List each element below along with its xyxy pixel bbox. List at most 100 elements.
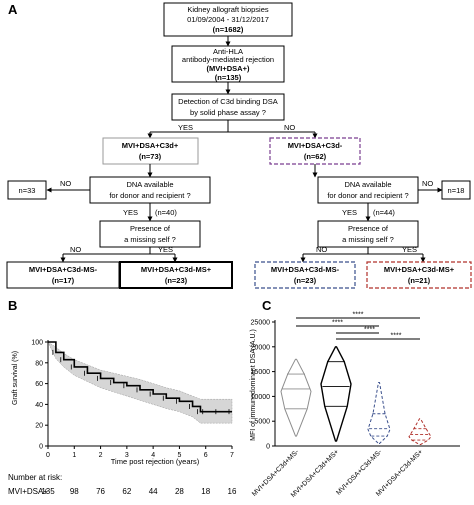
number-at-risk-row-label: MVI+DSA+ — [8, 487, 48, 496]
km-x-tick-label: 2 — [99, 452, 103, 459]
violin-category-label: MVI+DSA+C3d-MS+ — [375, 448, 424, 497]
km-plot: 0 20 40 60 80 100 0 1 2 3 4 5 6 7 — [31, 340, 234, 460]
box-biopsies-line2: 01/09/2004 - 31/12/2017 — [187, 15, 269, 24]
box-excluded-right — [441, 180, 471, 200]
significance-stars: **** — [332, 320, 343, 327]
violin-ylabel: MFI of immunodominant DSA (A.U.) — [250, 329, 257, 441]
label-yes-dna-left-n: (n=40) — [155, 208, 177, 217]
km-x-tick-label: 7 — [230, 452, 234, 459]
box-outcome-left-ms-neg-label: MVI+DSA+C3d-MS- — [29, 265, 98, 274]
km-x-tick-label: 1 — [72, 452, 76, 459]
number-at-risk-value: 18 — [201, 487, 210, 496]
box-biopsies-line1: Kidney allograft biopsies — [187, 5, 269, 14]
box-missing-right — [317, 220, 419, 248]
box-c3d-assay — [171, 93, 285, 121]
box-biopsies-n: (n=1682) — [213, 25, 244, 34]
violin-category-label: MVI+DSA+C3d-MS- — [335, 448, 383, 496]
label-no-dna-right: NO — [422, 179, 433, 188]
box-outcome-left-ms-pos-n: (n=23) — [165, 276, 188, 285]
box-dna-left-line2: for donor and recipient ? — [109, 191, 190, 200]
number-at-risk-value: 98 — [70, 487, 79, 496]
box-outcome-right-ms-pos-label: MVI+DSA+C3d-MS+ — [384, 265, 455, 274]
km-y-tick-label: 60 — [35, 381, 43, 388]
label-yes-c3d: YES — [178, 123, 193, 132]
violin-y-tick-label: 15000 — [251, 369, 271, 376]
box-biopsies — [163, 2, 293, 37]
box-amr-n: (n=135) — [215, 73, 242, 82]
km-y-tick-label: 20 — [35, 423, 43, 430]
violin-y-tick-label: 20000 — [251, 344, 271, 351]
label-no-ms-left: NO — [70, 245, 81, 254]
box-c3d-negative-label: MVI+DSA+C3d- — [288, 141, 343, 150]
number-at-risk-value: 76 — [96, 487, 105, 496]
label-yes-dna-right-n: (n=44) — [373, 208, 395, 217]
panel-c: C MFI of immunodominant DSA (A.U.) 0 5000… — [250, 298, 460, 499]
box-c3d-line2: by solid phase assay ? — [190, 108, 266, 117]
km-y-tick-label: 80 — [35, 360, 43, 367]
box-outcome-right-ms-neg-label: MVI+DSA+C3d-MS- — [271, 265, 340, 274]
box-missing-right-line2: a missing self ? — [342, 235, 394, 244]
number-at-risk-value: 135 — [41, 487, 55, 496]
box-dna-left-line1: DNA available — [126, 180, 173, 189]
panel-b: B Graft survival (%) Time post rejection… — [8, 298, 237, 496]
box-excluded-left-n: n=33 — [19, 186, 36, 195]
box-dna-right-line1: DNA available — [344, 180, 391, 189]
box-outcome-left-ms-pos-label: MVI+DSA+C3d-MS+ — [141, 265, 212, 274]
violin-plot: 0500010000150002000025000MVI+DSA+C3d+MS-… — [251, 312, 460, 499]
panel-a: A Kidney allograft biopsies 01/09/2004 -… — [6, 2, 472, 289]
label-no-ms-right: NO — [316, 245, 327, 254]
box-c3d-negative — [269, 137, 361, 165]
panel-b-label: B — [8, 298, 17, 313]
violin-y-tick-label: 5000 — [254, 419, 270, 426]
box-c3d-positive — [102, 137, 199, 165]
panel-c-label: C — [262, 298, 272, 313]
box-outcome-left-ms-pos — [119, 261, 233, 289]
box-dna-right-line2: for donor and recipient ? — [327, 191, 408, 200]
km-x-tick-label: 4 — [151, 452, 155, 459]
violin-y-tick-label: 0 — [266, 444, 270, 451]
km-x-tick-label: 0 — [46, 452, 50, 459]
violin-y-tick-label: 25000 — [251, 320, 271, 327]
label-yes-ms-left: YES — [158, 245, 173, 254]
km-y-tick-label: 40 — [35, 402, 43, 409]
label-no-dna-left: NO — [60, 179, 71, 188]
violin-shape — [280, 358, 312, 437]
box-missing-right-line1: Presence of — [348, 224, 389, 233]
box-amr-line1: Anti-HLA — [213, 47, 243, 56]
km-survival-curve — [48, 341, 232, 413]
violin-shape — [320, 346, 352, 442]
panel-a-label: A — [8, 2, 18, 17]
box-missing-left-line1: Presence of — [130, 224, 171, 233]
number-at-risk-value: 28 — [175, 487, 184, 496]
number-at-risk-value: 16 — [228, 487, 237, 496]
box-c3d-negative-n: (n=62) — [304, 152, 327, 161]
number-at-risk-title: Number at risk: — [8, 473, 62, 482]
number-at-risk-value: 62 — [122, 487, 131, 496]
number-at-risk-value: 44 — [149, 487, 158, 496]
violin-shape — [367, 382, 391, 445]
significance-stars: **** — [391, 333, 402, 340]
violin-shape — [408, 418, 432, 446]
number-at-risk-values: 135 98 76 62 44 28 18 16 — [41, 487, 237, 496]
box-c3d-positive-n: (n=73) — [139, 152, 162, 161]
box-outcome-right-ms-neg — [254, 261, 356, 289]
box-outcome-right-ms-pos-n: (n=21) — [408, 276, 431, 285]
box-amr — [171, 45, 285, 83]
significance-stars: **** — [364, 327, 375, 334]
km-y-tick-label: 0 — [39, 444, 43, 451]
box-missing-left — [99, 220, 201, 248]
km-x-tick-label: 6 — [204, 452, 208, 459]
box-missing-left-line2: a missing self ? — [124, 235, 176, 244]
km-ylabel: Graft survival (%) — [12, 351, 19, 405]
km-x-tick-label: 3 — [125, 452, 129, 459]
box-c3d-positive-label: MVI+DSA+C3d+ — [122, 141, 179, 150]
significance-stars: **** — [353, 312, 364, 319]
box-c3d-line1: Detection of C3d binding DSA — [178, 97, 278, 106]
km-y-tick-label: 100 — [31, 340, 43, 347]
label-yes-dna-right: YES — [342, 208, 357, 217]
box-excluded-left — [7, 180, 47, 200]
km-x-tick-label: 5 — [177, 452, 181, 459]
box-outcome-right-ms-neg-n: (n=23) — [294, 276, 317, 285]
label-yes-dna-left: YES — [123, 208, 138, 217]
